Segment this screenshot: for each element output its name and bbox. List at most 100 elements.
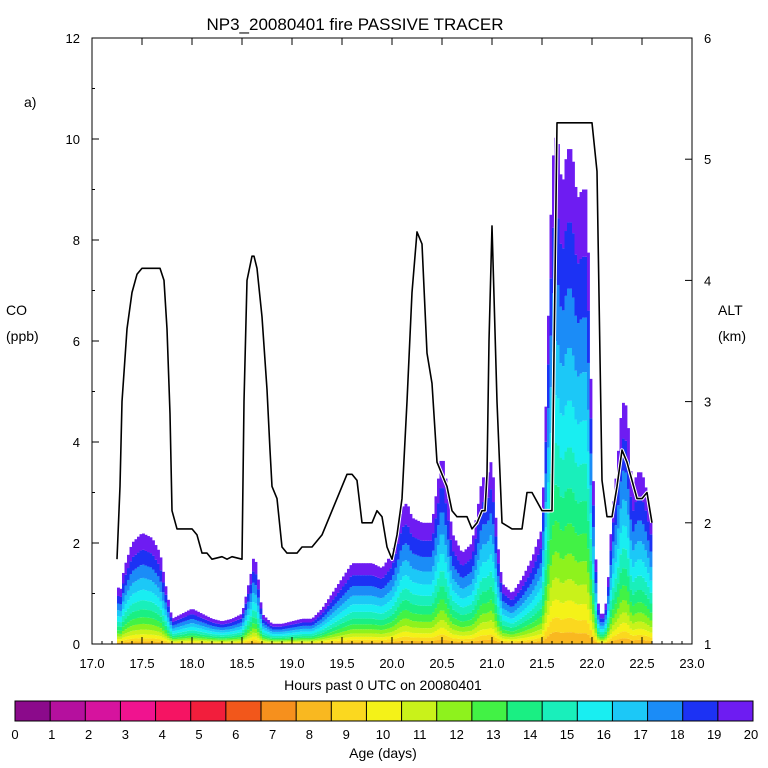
tracer-bar-segment (474, 605, 478, 614)
tracer-bar-segment (412, 518, 415, 537)
tracer-bar-segment (617, 639, 620, 644)
tracer-bar-segment (382, 577, 385, 589)
tracer-bar-segment (272, 637, 275, 640)
tracer-bar-segment (254, 639, 258, 643)
tracer-bar-segment (552, 580, 555, 602)
tracer-bar-segment (347, 620, 350, 626)
tracer-bar-segment (294, 632, 298, 635)
tracer-bar-segment (204, 623, 208, 628)
tracer-bar-segment (597, 636, 600, 639)
tracer-bar-segment (529, 573, 533, 585)
tracer-bar-segment (222, 630, 225, 633)
colorbar-swatch (85, 701, 121, 721)
tracer-bar-segment (417, 637, 420, 642)
tracer-bar-segment (309, 642, 313, 644)
tracer-bar-segment (392, 586, 395, 597)
tracer-bar-segment (312, 635, 315, 638)
tracer-bar-segment (332, 637, 335, 640)
tracer-bar-segment (379, 567, 383, 579)
tracer-bar-segment (479, 509, 483, 531)
tracer-bar-segment (349, 565, 353, 577)
tracer-bar-segment (437, 478, 440, 504)
tracer-bar-segment (257, 589, 260, 598)
tracer-bar-segment (424, 621, 428, 629)
tracer-bar-segment (407, 506, 410, 527)
tracer-bar-segment (174, 635, 178, 638)
tracer-bar-segment (579, 258, 583, 320)
tracer-bar-segment (267, 623, 270, 627)
tracer-bar-segment (319, 641, 323, 643)
tracer-bar-segment (159, 581, 163, 593)
tracer-bar-segment (522, 640, 525, 643)
tracer-bar-segment (599, 622, 603, 626)
tracer-bar-segment (632, 635, 635, 641)
tracer-bar-segment (507, 636, 510, 640)
tracer-bar-segment (309, 633, 313, 637)
tracer-bar-segment (302, 628, 305, 632)
tracer-bar-segment (282, 637, 285, 640)
tracer-bar-segment (284, 638, 288, 641)
tracer-bar-segment (452, 617, 455, 625)
tracer-bar-segment (542, 567, 545, 582)
tracer-bar-segment (244, 620, 248, 626)
tracer-bar-segment (504, 630, 508, 634)
tracer-bar-segment (154, 604, 158, 613)
tracer-bar-segment (572, 297, 575, 356)
tracer-bar-segment (224, 627, 228, 630)
tracer-bar-segment (482, 562, 485, 578)
tracer-bar-segment (597, 614, 600, 620)
tracer-bar-segment (389, 580, 393, 591)
tracer-bar-segment (434, 585, 438, 598)
tracer-bar-segment (512, 606, 515, 613)
tracer-bar-segment (497, 597, 500, 607)
tracer-bar-segment (369, 611, 373, 619)
tracer-bar-segment (477, 543, 480, 561)
tracer-bar-segment (137, 634, 140, 639)
tracer-bar-segment (314, 636, 318, 639)
tracer-bar-segment (297, 636, 300, 639)
tracer-bar-segment (397, 641, 400, 644)
tracer-bar-segment (497, 563, 500, 577)
tracer-bar-segment (254, 618, 258, 625)
tracer-bar-segment (324, 636, 328, 639)
tracer-bar-segment (544, 441, 548, 474)
tracer-bar-segment (424, 637, 428, 642)
tracer-bar-segment (334, 587, 338, 597)
tracer-bar-segment (594, 559, 598, 572)
tracer-bar-segment (207, 630, 210, 634)
tracer-bar-segment (319, 619, 323, 624)
tracer-bar-segment (517, 629, 520, 634)
tracer-bar-segment (622, 600, 625, 613)
tracer-bar-segment (582, 463, 585, 502)
tracer-bar-segment (557, 600, 560, 618)
tracer-bar-segment (607, 595, 610, 604)
tracer-bar-segment (504, 621, 508, 627)
tracer-bar-segment (409, 637, 413, 641)
tracer-bar-segment (262, 642, 265, 644)
tracer-bar-segment (609, 578, 613, 591)
tracer-bar-segment (637, 559, 640, 576)
tracer-bar-segment (637, 612, 640, 622)
tracer-bar-segment (224, 620, 228, 624)
tracer-bar-segment (612, 599, 615, 610)
tracer-bar-segment (567, 553, 570, 580)
tracer-bar-segment (149, 634, 153, 639)
tracer-bar-segment (154, 545, 158, 560)
tracer-bar-segment (489, 462, 493, 490)
tracer-bar-segment (404, 625, 408, 632)
tracer-bar-segment (394, 601, 398, 611)
tracer-bar-segment (479, 630, 483, 636)
tracer-bar-segment (629, 628, 633, 635)
tracer-bar-segment (377, 639, 380, 643)
tracer-bar-segment (564, 491, 568, 527)
tracer-bar-segment (284, 640, 288, 642)
tracer-bar-segment (627, 460, 630, 489)
tracer-bar-segment (142, 641, 145, 644)
tracer-bar-segment (129, 626, 133, 632)
tracer-bar-segment (209, 637, 213, 640)
tracer-bar-segment (464, 626, 468, 632)
tracer-bar-segment (544, 502, 548, 528)
tracer-bar-segment (507, 630, 510, 635)
tracer-bar-segment (252, 610, 255, 618)
tracer-bar-segment (334, 603, 338, 611)
